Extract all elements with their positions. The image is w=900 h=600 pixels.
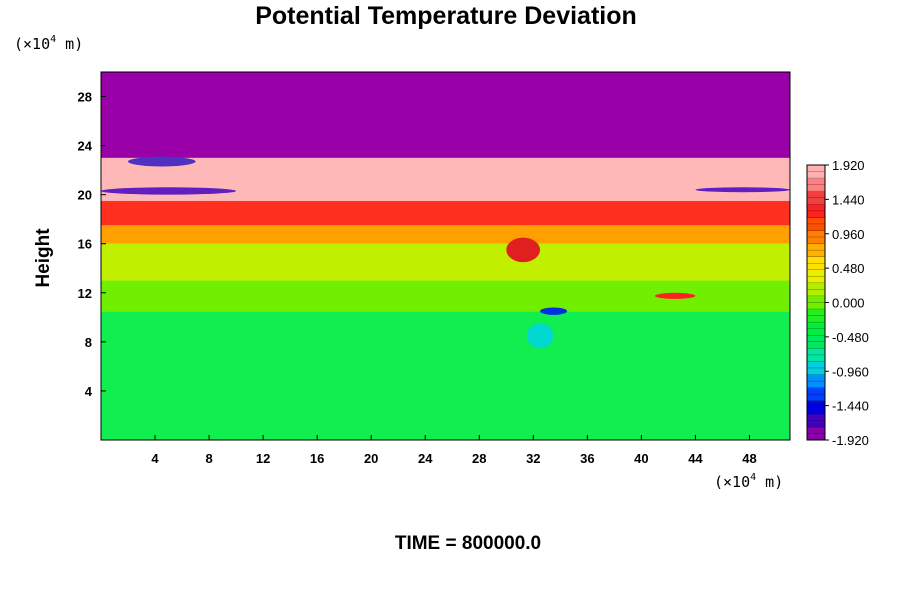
y-tick-label: 16	[78, 237, 92, 252]
colorbar-swatch	[807, 309, 825, 323]
colorbar-swatch	[807, 426, 825, 441]
colorbar-label: -1.920	[832, 433, 869, 448]
colorbar-swatch	[807, 361, 825, 376]
heatmap-band	[101, 225, 790, 244]
colorbar-swatch	[807, 204, 825, 218]
colorbar-swatch	[807, 269, 825, 284]
colorbar-swatch	[807, 243, 825, 258]
y-ticks: 4 8 12 16 20 24 28	[78, 90, 106, 399]
heatmap-feature	[101, 187, 237, 195]
plot-frame	[100, 71, 791, 441]
colorbar-swatch	[807, 295, 825, 310]
colorbar-swatch	[807, 387, 825, 402]
x-tick-label: 8	[205, 451, 212, 466]
x-tick-label: 48	[742, 451, 756, 466]
heatmap-band	[101, 72, 790, 158]
heatmap-feature	[654, 292, 696, 299]
x-tick-label: 16	[310, 451, 324, 466]
heatmap-feature	[506, 237, 541, 263]
plot-area	[101, 72, 790, 440]
heatmap-feature	[695, 187, 790, 193]
colorbar-swatch	[807, 335, 825, 349]
x-tick-label: 40	[634, 451, 648, 466]
x-tick-label: 4	[151, 451, 159, 466]
colorbar: 1.920 1.440 0.960 0.480 0.000 -0.480 -0.960 -1.…	[806, 158, 869, 448]
heatmap-feature	[128, 156, 196, 167]
colorbar-swatch	[807, 322, 825, 336]
colorbar-swatch	[807, 413, 825, 428]
heatmap-band	[101, 200, 790, 226]
y-tick-label: 8	[85, 335, 92, 350]
y-axis-label: Height	[33, 228, 54, 288]
y-unit-label: (×104 m)	[14, 34, 83, 53]
colorbar-label: 0.000	[832, 296, 865, 311]
colorbar-swatch	[807, 282, 825, 297]
colorbar-label: -1.440	[832, 399, 869, 414]
colorbar-swatch	[807, 256, 825, 271]
colorbar-swatch	[807, 178, 825, 192]
colorbar-swatch	[807, 217, 825, 231]
x-tick-label: 12	[256, 451, 270, 466]
time-label: TIME = 800000.0	[395, 533, 541, 554]
colorbar-swatch	[807, 165, 825, 179]
colorbar-label: -0.960	[832, 364, 869, 379]
colorbar-label: 0.480	[832, 261, 865, 276]
x-ticks: 4 8 12 16 20 24 28 32 36 40 44 48	[151, 435, 757, 466]
heatmap-feature	[540, 307, 568, 315]
heatmap-band	[101, 243, 790, 281]
heatmap-feature	[526, 323, 554, 348]
heatmap-band	[101, 311, 790, 440]
y-tick-label: 24	[78, 139, 93, 154]
colorbar-label: 1.440	[832, 192, 865, 207]
x-tick-label: 36	[580, 451, 594, 466]
colorbar-label: -0.480	[832, 330, 869, 345]
x-tick-label: 44	[688, 451, 703, 466]
chart-title: Potential Temperature Deviation	[255, 2, 637, 30]
x-unit-label: (×104 m)	[714, 472, 783, 491]
x-tick-label: 28	[472, 451, 486, 466]
colorbar-swatch	[807, 230, 825, 245]
x-tick-label: 24	[418, 451, 433, 466]
x-tick-label: 20	[364, 451, 378, 466]
y-tick-label: 20	[78, 188, 92, 203]
colorbar-label: 0.960	[832, 227, 865, 242]
y-tick-label: 4	[85, 384, 93, 399]
colorbar-swatch	[807, 191, 825, 205]
x-tick-label: 32	[526, 451, 540, 466]
y-tick-label: 28	[78, 90, 92, 105]
colorbar-swatch	[807, 400, 825, 415]
heatmap-band	[101, 157, 790, 201]
colorbar-label: 1.920	[832, 158, 865, 173]
y-tick-label: 12	[78, 286, 92, 301]
colorbar-swatch	[807, 348, 825, 362]
colorbar-swatch	[807, 374, 825, 389]
